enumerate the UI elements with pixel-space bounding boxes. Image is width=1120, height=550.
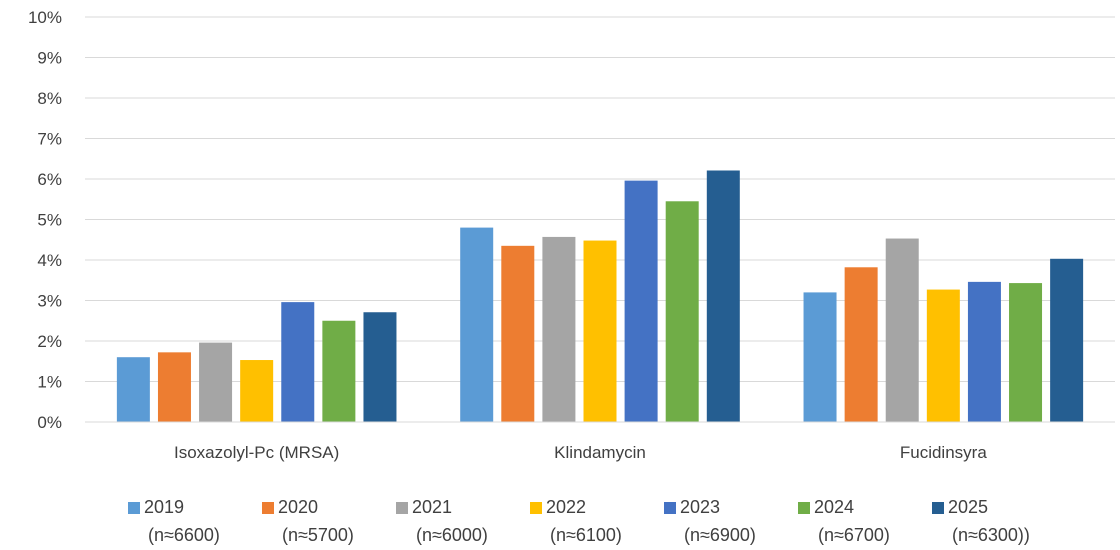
legend-year-label: 2022 [546,497,587,517]
bar-2020-1 [501,245,535,422]
bars [116,170,1084,422]
legend-sample-size: (n≈6100) [550,525,622,545]
legend-year-label: 2019 [144,497,185,517]
bar-2022-0 [240,360,274,422]
legend-swatch [664,502,676,514]
bar-2020-0 [157,352,191,422]
bar-2020-2 [844,267,878,422]
bar-2022-2 [926,289,960,422]
y-tick-label: 5% [37,211,62,230]
y-tick-label: 9% [37,49,62,68]
legend-sample-size: (n≈6600) [148,525,220,545]
legend-swatch [128,502,140,514]
bar-chart: 0% 1% 2% 3% 4% 5% 6% 7% 8% 9% 10% Isoxazolyl-Pc (M… [28,8,1115,462]
legend-swatch [530,502,542,514]
legend-sample-size: (n≈5700) [282,525,354,545]
bar-2024-0 [322,320,356,422]
y-tick-label: 6% [37,170,62,189]
bar-2025-0 [363,312,397,422]
legend-swatch [798,502,810,514]
bar-2023-0 [281,302,315,422]
gridlines [85,16,1115,382]
y-axis-ticks: 0% 1% 2% 3% 4% 5% 6% 7% 8% 9% 10% [28,8,62,432]
bar-2023-1 [624,180,658,422]
legend-year-label: 2023 [680,497,721,517]
bar-2019-2 [803,292,837,422]
legend: 2019 (n≈6600) 2020 (n≈5700) 2021 (n≈6000) 2022… [0,496,1120,550]
y-tick-label: 4% [37,251,62,270]
legend-sample-size: (n≈6900) [684,525,756,545]
bar-2024-2 [1009,283,1043,422]
x-category-label: Klindamycin [554,443,646,462]
bar-2022-1 [583,240,617,422]
legend-swatch [396,502,408,514]
legend-swatch [262,502,274,514]
y-tick-label: 8% [37,89,62,108]
bar-2024-1 [665,201,699,422]
y-tick-label: 0% [37,413,62,432]
y-tick-label: 1% [37,373,62,392]
bar-2021-1 [542,236,576,422]
bar-2021-0 [199,342,233,422]
legend-year-label: 2021 [412,497,453,517]
y-tick-label: 7% [37,130,62,149]
legend-sample-size: (n≈6000) [416,525,488,545]
y-tick-label: 2% [37,332,62,351]
y-tick-label: 3% [37,292,62,311]
x-category-label: Fucidinsyra [900,443,987,462]
x-category-label: Isoxazolyl-Pc (MRSA) [174,443,339,462]
legend-swatch [932,502,944,514]
bar-2025-2 [1050,258,1084,422]
legend-year-label: 2025 [948,497,989,517]
bar-2025-1 [706,170,740,422]
x-axis-categories: Isoxazolyl-Pc (MRSA) Klindamycin Fucidinsy… [174,443,987,462]
bar-2021-2 [885,238,919,422]
bar-2019-0 [116,357,150,422]
y-tick-label: 10% [28,8,62,27]
bar-2023-2 [967,281,1001,422]
legend-year-label: 2020 [278,497,319,517]
legend-year-label: 2024 [814,497,855,517]
legend-sample-size: (n≈6700) [818,525,890,545]
legend-sample-size: (n≈6300)) [952,525,1030,545]
bar-2019-1 [460,227,494,422]
